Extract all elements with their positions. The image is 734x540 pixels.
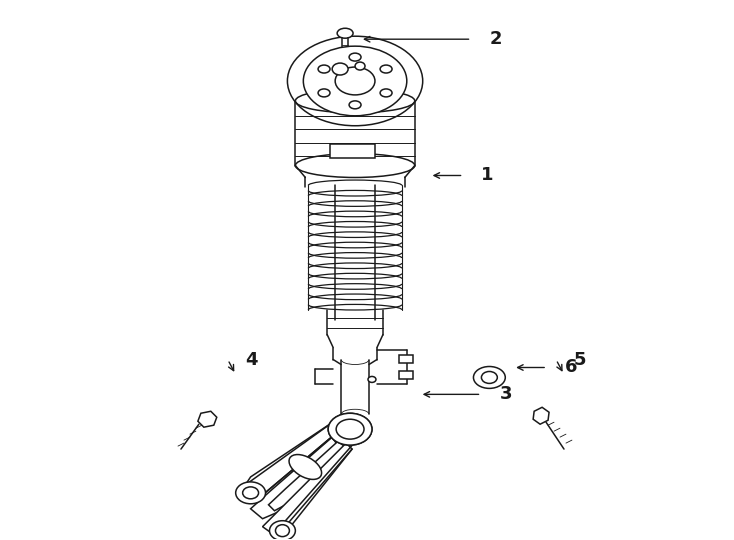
Bar — [399, 355, 413, 362]
Ellipse shape — [328, 413, 372, 445]
Ellipse shape — [243, 487, 258, 499]
Polygon shape — [243, 421, 336, 501]
Ellipse shape — [349, 101, 361, 109]
Polygon shape — [533, 407, 549, 424]
Ellipse shape — [380, 65, 392, 73]
Ellipse shape — [318, 89, 330, 97]
Ellipse shape — [336, 419, 364, 439]
Bar — [399, 372, 413, 380]
Text: 6: 6 — [565, 359, 578, 376]
Bar — [330, 144, 375, 158]
Polygon shape — [269, 441, 345, 511]
Text: 3: 3 — [499, 386, 512, 403]
Ellipse shape — [289, 455, 321, 480]
Ellipse shape — [482, 372, 498, 383]
Ellipse shape — [333, 63, 348, 75]
Polygon shape — [250, 437, 340, 519]
Polygon shape — [263, 443, 352, 537]
Text: 2: 2 — [490, 30, 502, 48]
Ellipse shape — [337, 28, 353, 38]
Text: 4: 4 — [246, 350, 258, 368]
Ellipse shape — [368, 376, 376, 382]
Ellipse shape — [318, 65, 330, 73]
Ellipse shape — [335, 67, 375, 95]
Ellipse shape — [275, 525, 289, 537]
Ellipse shape — [269, 521, 295, 540]
Ellipse shape — [380, 89, 392, 97]
Ellipse shape — [236, 482, 266, 504]
Ellipse shape — [349, 53, 361, 61]
Ellipse shape — [303, 46, 407, 116]
Ellipse shape — [328, 413, 372, 445]
Ellipse shape — [288, 36, 423, 126]
Ellipse shape — [355, 62, 365, 70]
Ellipse shape — [473, 367, 505, 388]
Ellipse shape — [336, 419, 364, 439]
Text: 5: 5 — [574, 350, 586, 368]
Polygon shape — [198, 411, 217, 427]
Text: 1: 1 — [482, 166, 494, 185]
